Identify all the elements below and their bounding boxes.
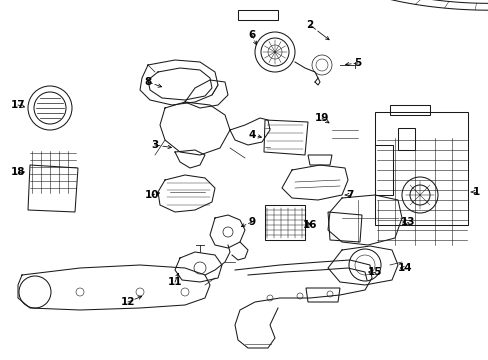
Text: 5: 5	[354, 58, 361, 68]
Text: 16: 16	[302, 220, 317, 230]
Text: 17: 17	[11, 100, 25, 110]
Text: 1: 1	[471, 187, 479, 197]
Text: 11: 11	[167, 277, 182, 287]
Text: 14: 14	[397, 263, 411, 273]
Text: 18: 18	[11, 167, 25, 177]
Text: 9: 9	[248, 217, 255, 227]
Text: 7: 7	[346, 190, 353, 200]
Text: 10: 10	[144, 190, 159, 200]
Text: 4: 4	[248, 130, 255, 140]
Text: 15: 15	[367, 267, 382, 277]
Text: 19: 19	[314, 113, 328, 123]
Text: 8: 8	[144, 77, 151, 87]
Text: 6: 6	[248, 30, 255, 40]
Text: 2: 2	[306, 20, 313, 30]
Text: 13: 13	[400, 217, 414, 227]
Text: 12: 12	[121, 297, 135, 307]
Text: 3: 3	[151, 140, 158, 150]
